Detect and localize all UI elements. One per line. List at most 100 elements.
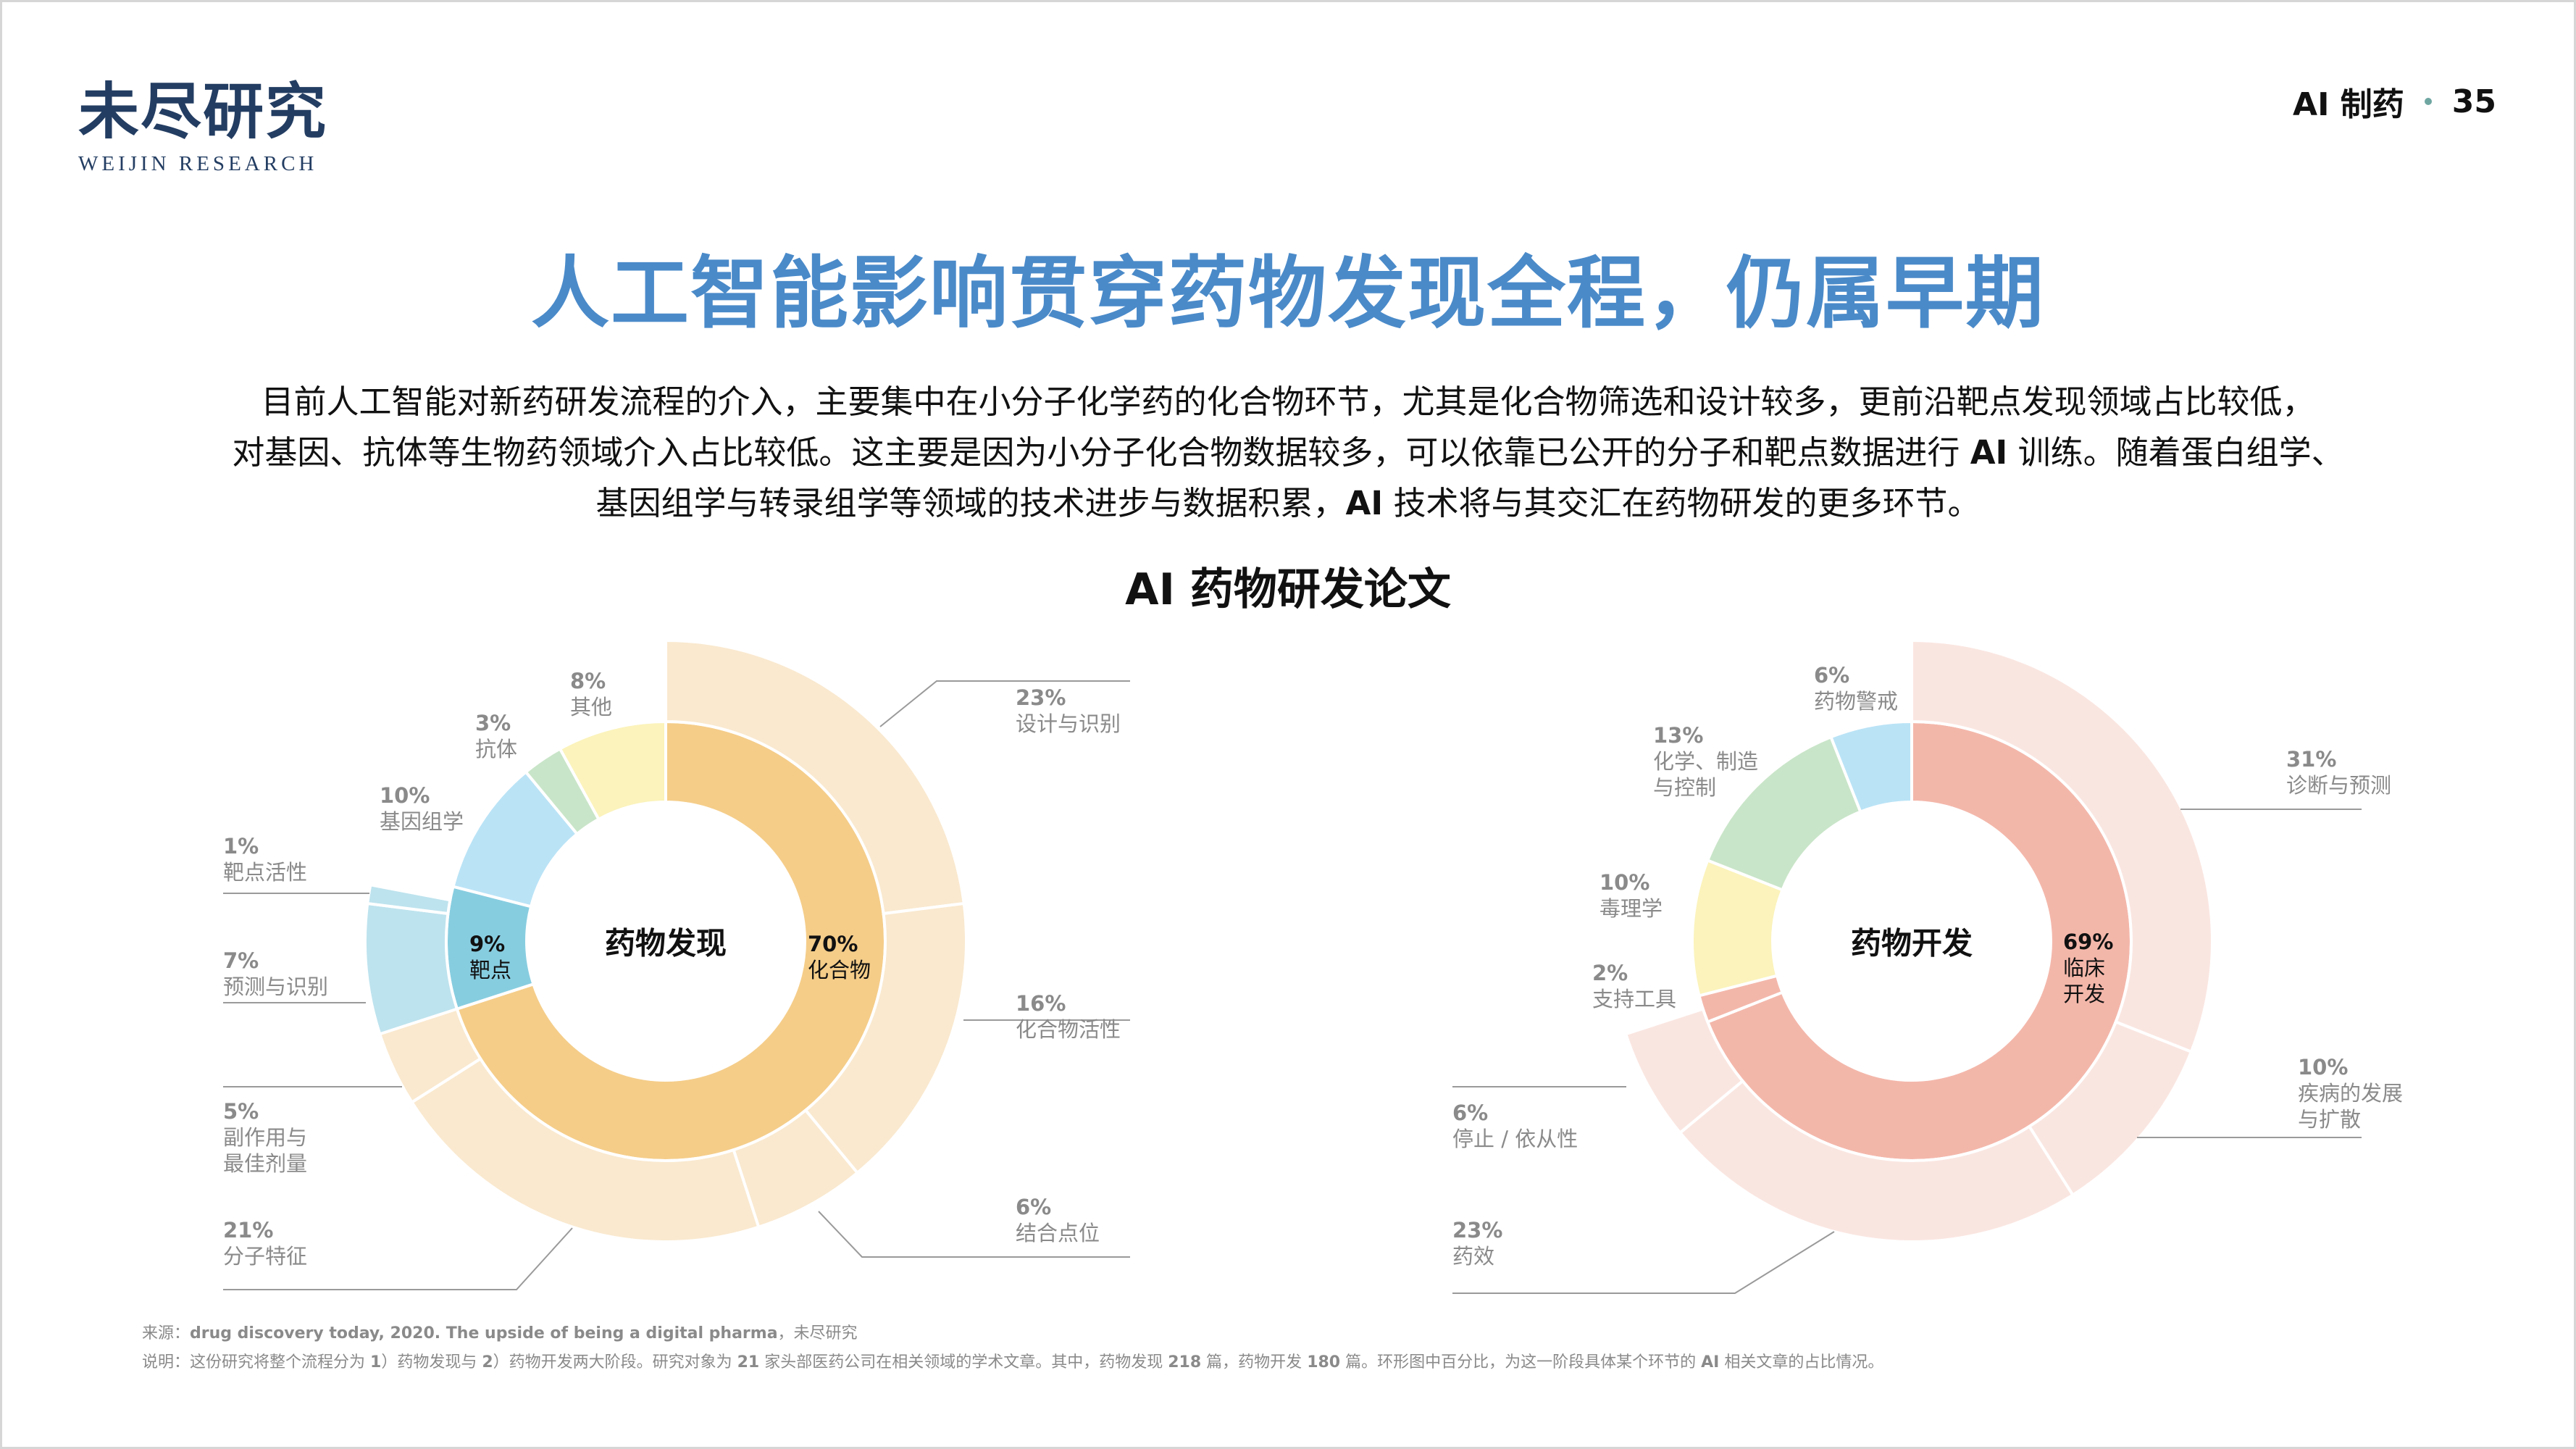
label-efficacy: 23% 药效 (1452, 1217, 1502, 1269)
pct: 3% (475, 711, 511, 735)
leader-binding-site (818, 1211, 1130, 1258)
outer-segment (409, 1056, 761, 1243)
outer-segment (364, 901, 459, 1036)
logo-en: WEIJIN RESEARCH (78, 152, 318, 175)
label-text: 最佳剂量 (223, 1151, 308, 1176)
inner-segment (1828, 719, 1913, 814)
pct: 6% (1016, 1195, 1052, 1219)
label-cmc: 13% 化学、制造 与控制 (1653, 722, 1758, 801)
intro-text: 对基因、抗体等生物药领域介入占比较低。这主要是因为小分子化合物数据较多，可以依靠… (232, 433, 1960, 472)
label-text: 药物警戒 (1814, 689, 1899, 714)
label-target-activity: 1% 靶点活性 (223, 833, 307, 885)
outer-segment (1623, 1007, 1745, 1135)
right-center-label: 药物开发 (1850, 925, 1973, 961)
pct: 23% (1452, 1218, 1503, 1243)
label-other: 8% 其他 (570, 668, 612, 720)
pct: 8% (570, 669, 606, 693)
separator-dot-icon (2424, 98, 2432, 105)
label-prediction: 7% 预测与识别 (223, 948, 328, 1000)
label-text: 化合物活性 (1016, 1017, 1121, 1042)
label-antibody: 3% 抗体 (475, 710, 517, 762)
page-number: 35 (2451, 83, 2496, 120)
label-design: 23% 设计与识别 (1016, 685, 1121, 737)
note-num: 1 (370, 1353, 382, 1371)
label-text: 抗体 (475, 737, 518, 761)
pct: 10% (380, 783, 430, 808)
pct: 6% (1452, 1101, 1489, 1125)
note-text: 篇。环形图中百分比，为这一阶段具体某个环节的 (1340, 1353, 1702, 1371)
pct: 9% (469, 932, 506, 956)
note-num: 180 (1307, 1353, 1341, 1371)
label-text: 设计与识别 (1016, 711, 1121, 736)
left-center-label: 药物发现 (604, 925, 727, 961)
label-disease-progression: 10% 疾病的发展 与扩散 (2298, 1054, 2403, 1132)
pct: 5% (223, 1099, 259, 1124)
source-note: 来源：drug discovery today, 2020. The upsid… (142, 1320, 858, 1343)
label-text: 靶点活性 (223, 860, 308, 885)
section-header: AI 制药 35 (2293, 78, 2496, 125)
label-text: 支持工具 (1592, 987, 1677, 1011)
intro-paragraph: 目前人工智能对新药研发流程的介入，主要集中在小分子化学药的化合物环节，尤其是化合… (130, 377, 2446, 529)
section-name: AI 制药 (2293, 86, 2404, 123)
logo-cn: 未尽研究 (78, 75, 328, 147)
label-clinical: 69% 临床 开发 (2063, 929, 2113, 1007)
label-text: 副作用与 (223, 1125, 308, 1150)
pct: 31% (2286, 747, 2337, 772)
label-target: 9% 靶点 (469, 931, 511, 983)
label-text: 化学、制造 (1653, 749, 1759, 774)
note-text: 家头部医药公司在相关领域的学术文章。其中，药物发现 (759, 1353, 1168, 1371)
outer-segment (1678, 1079, 2075, 1243)
leader-molecular (223, 1227, 573, 1290)
note-num: AI (1701, 1353, 1720, 1371)
pct: 69% (2063, 930, 2114, 954)
note-text: 篇，药物开发 (1201, 1353, 1308, 1371)
label-text: 毒理学 (1599, 896, 1663, 921)
pct: 1% (223, 834, 259, 859)
label-pharmacovigilance: 6% 药物警戒 (1814, 662, 1898, 714)
source-suffix: ，未尽研究 (777, 1324, 858, 1342)
label-text: 诊断与预测 (2286, 773, 2392, 798)
intro-ai-bold: AI (1970, 433, 2008, 472)
pct: 10% (1599, 870, 1650, 895)
label-text: 与控制 (1653, 775, 1717, 800)
pct: 7% (223, 948, 259, 973)
label-molecular-features: 21% 分子特征 (223, 1217, 307, 1269)
note-num: 218 (1168, 1353, 1202, 1371)
outer-segment (366, 882, 452, 916)
label-text: 与扩散 (2298, 1107, 2362, 1132)
leader-efficacy (1452, 1231, 1835, 1294)
label-text: 结合点位 (1016, 1221, 1100, 1245)
label-text: 临床 (2063, 956, 2106, 980)
outer-segment (1910, 638, 2214, 1054)
pct: 10% (2298, 1055, 2349, 1080)
source-prefix: 来源： (142, 1324, 191, 1342)
label-toxicology: 10% 毒理学 (1599, 869, 1663, 922)
note-text: ）药物开发两大阶段。研究对象为 (493, 1353, 737, 1371)
intro-line-2: 对基因、抗体等生物药领域介入占比较低。这主要是因为小分子化合物数据较多，可以依靠… (130, 427, 2446, 478)
intro-line-1: 目前人工智能对新药研发流程的介入，主要集中在小分子化学药的化合物环节，尤其是化合… (261, 383, 2315, 421)
pct: 2% (1592, 961, 1628, 985)
label-text: 分子特征 (223, 1244, 308, 1269)
label-side-effects: 5% 副作用与 最佳剂量 (223, 1098, 307, 1177)
chart-title: AI 药物研发论文 (1125, 564, 1451, 615)
intro-text: 训练。随着蛋白组学、 (2017, 433, 2344, 472)
page-title: 人工智能影响贯穿药物发现全程，仍属早期 (530, 249, 2045, 339)
label-discontinuation: 6% 停止 / 依从性 (1452, 1100, 1578, 1152)
outer-segment (664, 638, 966, 916)
intro-text: 基因组学与转录组学等领域的技术进步与数据积累， (595, 484, 1346, 522)
label-text: 药效 (1452, 1244, 1495, 1269)
pct: 13% (1653, 723, 1704, 748)
intro-text: 技术将与其交汇在药物研发的更多环节。 (1393, 484, 1981, 522)
leader-design (879, 680, 1130, 727)
label-binding-site: 6% 结合点位 (1016, 1194, 1100, 1246)
label-text: 化合物 (808, 958, 871, 982)
label-text: 预测与识别 (223, 974, 329, 999)
logo: 未尽研究 WEIJIN RESEARCH (78, 81, 327, 176)
label-text: 开发 (2063, 982, 2106, 1006)
label-genomics: 10% 基因组学 (380, 782, 464, 835)
intro-ai-bold: AI (1345, 484, 1384, 522)
pct: 23% (1016, 685, 1066, 710)
explanation-note: 说明：这份研究将整个流程分为 1）药物发现与 2）药物开发两大阶段。研究对象为 … (142, 1349, 1883, 1372)
label-text: 停止 / 依从性 (1452, 1127, 1578, 1151)
